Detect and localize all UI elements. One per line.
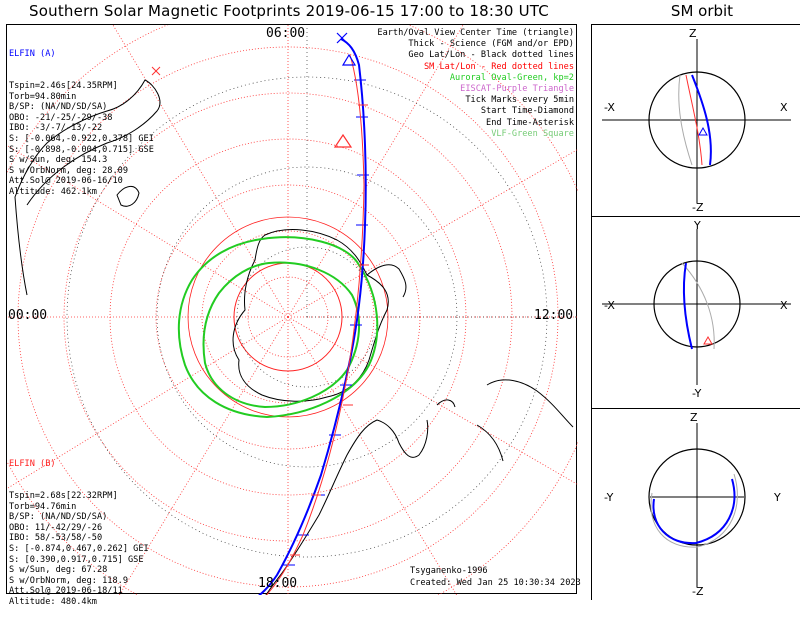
elfin-a-line: B/SP: (NA/ND/SD/SA) xyxy=(9,102,108,113)
footer-author: Tsyganenko-1996 xyxy=(410,566,488,576)
lt-label-top: 06:00 xyxy=(266,26,306,41)
end-asterisk-icon xyxy=(336,32,348,44)
panel3-top-label: Z xyxy=(690,411,698,424)
legend-item: SM Lat/Lon - Red dotted lines xyxy=(423,61,574,72)
elfin-b-line: OBO: 11/-42/29/-26 xyxy=(9,522,103,533)
elfin-a-name: ELFIN (A) xyxy=(9,49,56,60)
elfin-a-line: Altitude: 462.1km xyxy=(9,186,97,197)
elfin-a-line: Torb=94.80min xyxy=(9,91,77,102)
elfin-a-info: ELFIN (A) Tspin=2.46s[24.35RPM] Torb=94.8… xyxy=(9,28,154,208)
legend-item: Start Time-Diamond xyxy=(480,106,574,117)
elfin-a-line: Att.Sol@ 2019-06-16/10 xyxy=(9,176,123,187)
elfin-b-name: ELFIN (B) xyxy=(9,459,56,470)
elfin-b-end-asterisk-icon xyxy=(151,66,161,76)
page-title: Southern Solar Magnetic Footprints 2019-… xyxy=(29,2,549,20)
orbit-panel-title: SM orbit xyxy=(670,2,734,20)
elfin-b-info: ELFIN (B) Tspin=2.68s[22.32RPM] Torb=94.7… xyxy=(9,438,149,618)
panel2-right-label: X xyxy=(780,299,788,312)
panel3-right-label: Y xyxy=(773,491,781,504)
legend: Earth/Oval View Center Time (triangle) Th… xyxy=(377,28,574,140)
legend-item: Thick - Science (FGM and/or EPD) xyxy=(408,39,574,50)
elfin-b-center-triangle-icon xyxy=(333,133,353,148)
legend-item: Geo Lat/Lon - Black dotted lines xyxy=(408,50,574,61)
footprint-map xyxy=(6,24,578,595)
elfin-b-line: IBO: 58/-53/58/-50 xyxy=(9,533,103,544)
elfin-a-line: IBO: -3/-7/-13/-22 xyxy=(9,123,103,134)
polar-map-plot xyxy=(7,25,578,595)
elfin-a-line: S w/OrbNorm, deg: 28.09 xyxy=(9,165,128,176)
lt-label-left: 00:00 xyxy=(8,308,48,323)
orbit-panel-yz: Z -Z -Y Y xyxy=(591,408,800,600)
elfin-b-line: Att.Sol@ 2019-06-18/11 xyxy=(9,586,123,597)
elfin-b-line: Altitude: 480.4km xyxy=(9,596,97,607)
elfin-b-line: S: [-0.874,0.467,0.262] GEI xyxy=(9,543,149,554)
lt-label-bottom: 18:00 xyxy=(258,576,298,591)
legend-item: EISCAT-Purple Triangle xyxy=(460,84,574,95)
panel3-left-label: -Y xyxy=(604,491,614,504)
elfin-a-line: Tspin=2.46s[24.35RPM] xyxy=(9,80,118,91)
elfin-b-line: S w/OrbNorm, deg: 118.9 xyxy=(9,575,128,586)
legend-item: End Time-Asterisk xyxy=(486,117,574,128)
elfin-a-lines: Tspin=2.46s[24.35RPM] Torb=94.80min B/SP: … xyxy=(9,81,154,198)
orbit-panel-xy: Y -Y -X X xyxy=(591,216,800,408)
elfin-a-line: OBO: -21/-25/-29/-38 xyxy=(9,112,113,123)
elfin-b-line: B/SP: (NA/ND/SD/SA) xyxy=(9,512,108,523)
footer-created: Created: Wed Jan 25 10:30:34 2023 xyxy=(410,578,581,588)
panel1-left-label: -X xyxy=(604,101,615,114)
panel1-bottom-label: -Z xyxy=(692,201,704,214)
panel1-top-label: Z xyxy=(689,27,697,40)
elfin-b-lines: Tspin=2.68s[22.32RPM] Torb=94.76min B/SP: … xyxy=(9,491,149,608)
legend-item: Earth/Oval View Center Time (triangle) xyxy=(377,28,574,38)
elfin-b-line: Torb=94.76min xyxy=(9,501,77,512)
lt-label-right: 12:00 xyxy=(534,308,574,323)
elfin-b-track xyxy=(266,54,365,595)
legend-item: Auroral Oval-Green, kp=2 xyxy=(449,72,574,83)
panel1-right-label: X xyxy=(780,101,788,114)
panel2-bottom-label: -Y xyxy=(692,387,702,400)
elfin-b-line: Tspin=2.68s[22.32RPM] xyxy=(9,490,118,501)
elfin-b-ticks xyxy=(290,104,369,556)
panel2-left-label: -X xyxy=(604,299,615,312)
elfin-b-line: S: [0.390,0.917,0.715] GSE xyxy=(9,554,144,565)
orbit-panel-xz: Z -Z -X X xyxy=(591,24,800,216)
elfin-a-line: S: [-0.064,-0.922,0.378] GEI xyxy=(9,133,154,144)
elfin-a-line: S: [-0.898,-0.004,0.715] GSE xyxy=(9,144,154,155)
legend-item: VLF-Green Square xyxy=(491,128,574,139)
elfin-b-line: S w/Sun, deg: 67.28 xyxy=(9,565,108,576)
panel2-top-label: Y xyxy=(693,219,701,232)
auroral-ovals xyxy=(177,236,379,419)
legend-item: Tick Marks every 5min xyxy=(465,95,574,106)
elfin-a-center-triangle-icon xyxy=(341,53,357,66)
panel3-bottom-label: -Z xyxy=(692,585,704,598)
elfin-a-line: S w/Sun, deg: 154.3 xyxy=(9,155,108,166)
